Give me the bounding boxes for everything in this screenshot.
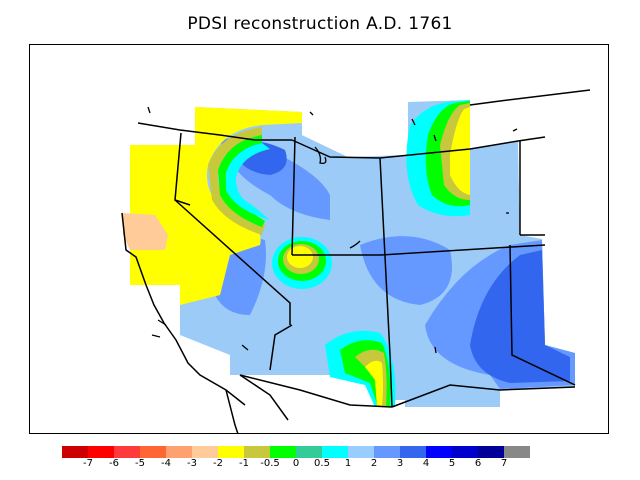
border-arizona-south: [269, 324, 293, 371]
colorbar-swatch: [348, 446, 374, 458]
lake-mark-1: [147, 106, 151, 114]
colorbar-label: -4: [161, 458, 171, 469]
colorbar-swatch: [218, 446, 244, 458]
colorbar-label: 2: [370, 458, 378, 469]
lake-mark-5: [349, 240, 361, 249]
colorbar-swatch: [114, 446, 140, 458]
colorbar-swatch: [166, 446, 192, 458]
dry-cell-south-yellow: [365, 360, 383, 407]
colorbar-swatch: [192, 446, 218, 458]
colorbar-swatch: [452, 446, 478, 458]
map-frame: [29, 44, 609, 434]
colorbar-swatch: [400, 446, 426, 458]
lake-mark-2: [309, 111, 314, 116]
colorbar-label: -1: [239, 458, 249, 469]
colorbar-swatch: [88, 446, 114, 458]
colorbar-label: 7: [500, 458, 508, 469]
border-diagonal-west: [174, 199, 291, 325]
colorbar-label: 4: [422, 458, 430, 469]
colorbar-swatch: [140, 446, 166, 458]
lake-mark-3: [411, 118, 416, 126]
border-nm-east: [509, 244, 576, 386]
colorbar-label: -6: [109, 458, 119, 469]
colorbar-label: 6: [474, 458, 482, 469]
colorbar-label: -3: [187, 458, 197, 469]
colorbar-label: -5: [135, 458, 145, 469]
colorbar-swatch: [504, 446, 530, 458]
gulf-california: [239, 374, 289, 421]
colorbar-label: 5: [448, 458, 456, 469]
colorbar: [62, 446, 530, 458]
border-north-east: [291, 136, 546, 159]
masked-region-northeast: [470, 95, 590, 235]
colorbar-labels: -7 -6 -5 -4 -3 -2 -1 -0.5 0 0.5 1 2 3 4 5 6 7: [62, 458, 582, 472]
near-normal-ring: [226, 143, 270, 220]
slightly-dry-ring: [208, 127, 265, 235]
border-north: [137, 122, 292, 141]
colorbar-label: -7: [83, 458, 93, 469]
colorbar-label: 0.5: [314, 458, 330, 469]
colorbar-label: 1: [344, 458, 352, 469]
boundary-lines: [121, 89, 591, 433]
wet-region-east: [360, 236, 452, 305]
border-south-mexico: [239, 374, 393, 408]
colorbar-label: -2: [213, 458, 223, 469]
normal-ring: [218, 135, 265, 227]
pdsi-map: [121, 89, 591, 433]
map-title: PDSI reconstruction A.D. 1761: [187, 14, 453, 34]
island-mark-2: [434, 346, 437, 354]
coastline-baja: [225, 389, 239, 433]
lake-mark-4: [433, 134, 437, 142]
colorbar-label: 3: [396, 458, 404, 469]
colorbar-swatch: [270, 446, 296, 458]
island-mark-3: [157, 319, 167, 326]
colorbar-swatch: [62, 446, 88, 458]
border-idaho-line: [291, 136, 296, 256]
colorbar-label: 0: [292, 458, 300, 469]
colorbar-swatch: [426, 446, 452, 458]
colorbar-swatch: [478, 446, 504, 458]
very-dry-region: [123, 213, 168, 250]
wetter-region-southeast: [470, 250, 570, 383]
lake-markers: [147, 106, 518, 354]
border-south-texas: [391, 384, 576, 408]
colorbar-swatch: [244, 446, 270, 458]
island-mark-4: [151, 334, 161, 338]
dry-cell-northeast-yellow: [450, 107, 470, 195]
colorbar-swatch: [374, 446, 400, 458]
dry-cell-yellow: [287, 246, 313, 268]
border-vertical-mid: [379, 157, 393, 408]
lake-mark-6: [512, 128, 518, 132]
masked-region-north: [302, 112, 348, 157]
colorbar-swatch: [322, 446, 348, 458]
great-salt-lake: [314, 146, 327, 165]
colorbar-swatch: [296, 446, 322, 458]
border-canada: [469, 89, 591, 106]
border-row-mid: [292, 244, 546, 256]
colorbar-label: -0.5: [260, 458, 280, 469]
island-mark-1: [241, 344, 249, 351]
